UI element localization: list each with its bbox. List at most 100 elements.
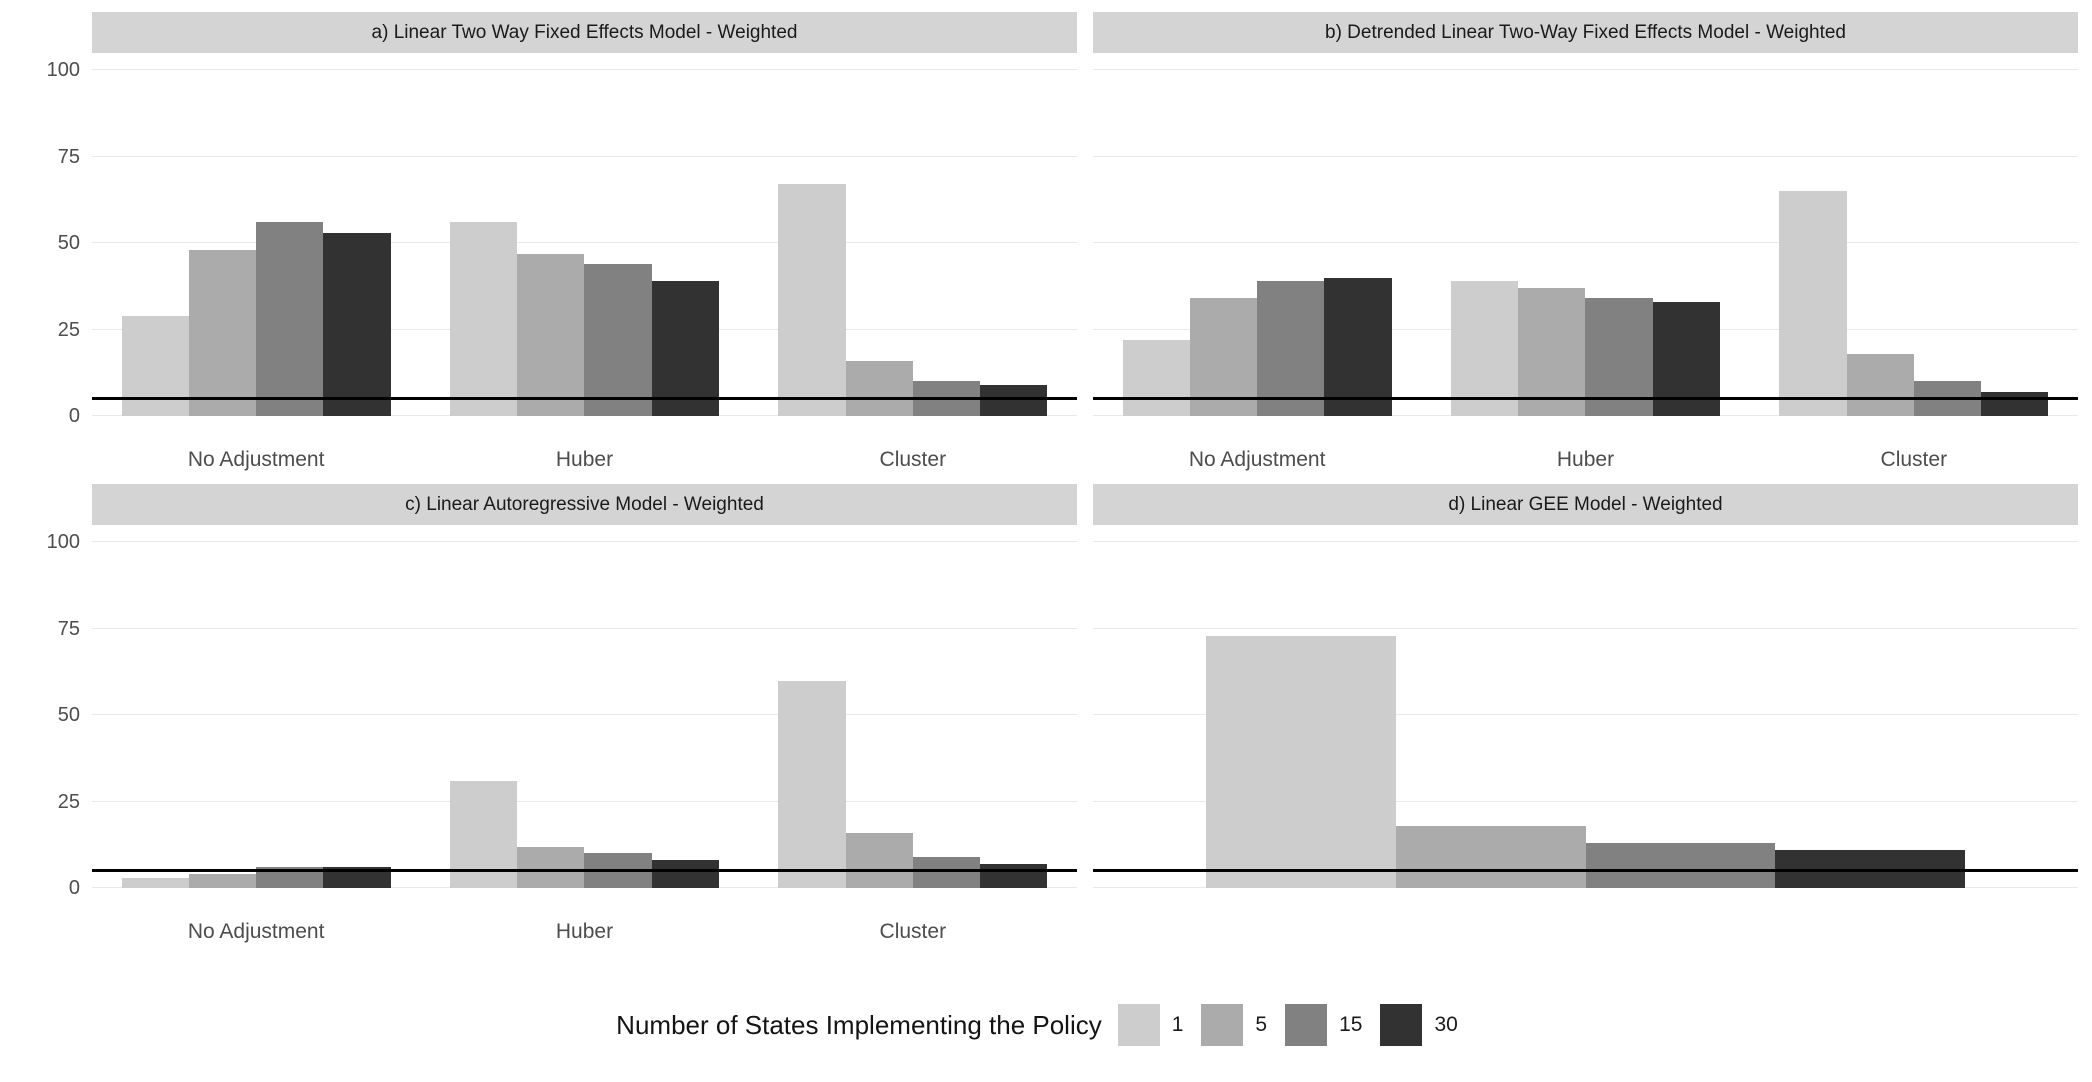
bar-series-1 xyxy=(1206,635,1396,888)
x-axis-category-label: Cluster xyxy=(879,920,947,943)
bar-series-1 xyxy=(778,680,846,888)
bar-series-5 xyxy=(188,874,257,888)
bar-series-5 xyxy=(845,360,913,416)
y-axis-bottom: 0 25 50 75 100 xyxy=(0,484,92,956)
y-axis-top: 0 25 50 75 100 xyxy=(0,12,92,484)
facet-row-bottom: 0 25 50 75 100 c) Linear Autoregressive Mode… xyxy=(0,484,2092,956)
facet-panel-b: b) Detrended Linear Two-Way Fixed Effect… xyxy=(1093,12,2078,484)
bar-series-15 xyxy=(912,856,981,888)
y-axis-tick-label: 0 xyxy=(68,877,80,899)
bar-groups xyxy=(1093,53,2078,416)
bar-series-15 xyxy=(256,222,324,416)
bar-series-1 xyxy=(449,222,518,416)
legend-item: 15 xyxy=(1285,1004,1362,1046)
y-axis-tick-label: 75 xyxy=(57,617,80,640)
legend-label: 5 xyxy=(1255,1013,1268,1036)
bar-series-15 xyxy=(256,867,324,888)
y-axis-tick-labels: 0 25 50 75 100 xyxy=(0,525,80,898)
facet-title: c) Linear Autoregressive Model - Weighte… xyxy=(405,493,764,515)
bar-series-1 xyxy=(1122,339,1190,416)
gridline-y-75 xyxy=(1093,155,2078,157)
y-axis-tick-label: 75 xyxy=(57,145,80,168)
facet-panel-d: d) Linear GEE Model - Weighted xyxy=(1093,484,2078,956)
x-axis-labels: No Adjustment Huber Cluster xyxy=(92,888,1077,956)
bar-group-Huber xyxy=(420,525,748,888)
x-axis-category-label: No Adjustment xyxy=(1188,448,1326,471)
bar-series-15 xyxy=(1257,281,1325,416)
bar-series-5 xyxy=(188,250,257,416)
plot-area xyxy=(92,525,1077,888)
bar-series-30 xyxy=(323,867,391,888)
facet-row-top: 0 25 50 75 100 a) Linear Two Way Fixed Effec… xyxy=(0,12,2092,484)
bar-group-No Adjustment xyxy=(1093,53,1421,416)
bar-groups xyxy=(1093,525,2078,888)
x-axis-labels: No Adjustment Huber Cluster xyxy=(92,416,1077,484)
bar-series-5 xyxy=(1846,353,1914,416)
x-axis-category-label: No Adjustment xyxy=(187,448,325,471)
facet-strip: b) Detrended Linear Two-Way Fixed Effect… xyxy=(1093,12,2078,53)
legend: Number of States Implementing the Policy… xyxy=(0,1004,2092,1046)
x-axis-category-label: Cluster xyxy=(879,448,947,471)
reference-line-5pct xyxy=(1093,868,2078,872)
legend-swatch xyxy=(1380,1004,1423,1046)
bar-series-1 xyxy=(449,780,518,888)
bar-series-30 xyxy=(980,863,1048,888)
legend-label: 30 xyxy=(1434,1013,1458,1036)
y-axis-tick-label: 100 xyxy=(46,59,80,82)
facet-strip: a) Linear Two Way Fixed Effects Model - … xyxy=(92,12,1077,53)
gridline-y-100 xyxy=(92,541,1077,543)
facet-panel-c: c) Linear Autoregressive Model - Weighte… xyxy=(92,484,1077,956)
x-axis-category-label: Huber xyxy=(1556,448,1615,471)
gridline-y-50 xyxy=(92,242,1077,244)
facet-strip: d) Linear GEE Model - Weighted xyxy=(1093,484,2078,525)
gridline-y-50 xyxy=(1093,714,2078,716)
x-axis-category-label: Cluster xyxy=(1880,448,1948,471)
bar-series-1 xyxy=(1779,191,1847,416)
y-axis-tick-label: 0 xyxy=(68,405,80,427)
x-axis-category-label: No Adjustment xyxy=(187,920,325,943)
gridline-y-100 xyxy=(1093,69,2078,71)
legend-swatch xyxy=(1201,1004,1244,1046)
plot-area xyxy=(1093,525,2078,888)
gridline-y-100 xyxy=(1093,541,2078,543)
gridline-y-25 xyxy=(1093,800,2078,802)
gridline-y-25 xyxy=(92,800,1077,802)
bar-series-5 xyxy=(845,832,913,888)
reference-line-5pct xyxy=(92,396,1077,400)
x-axis-category-label: Huber xyxy=(555,448,614,471)
x-axis-labels: No Adjustment Huber Cluster xyxy=(1093,416,2078,484)
bar-series-30 xyxy=(323,232,391,416)
bar-group-single xyxy=(1093,525,2078,888)
bar-series-30 xyxy=(651,860,720,888)
bar-series-1 xyxy=(1450,281,1519,416)
gridline-y-75 xyxy=(92,627,1077,629)
legend-item: 5 xyxy=(1201,1004,1267,1046)
facet-panel-a: a) Linear Two Way Fixed Effects Model - … xyxy=(92,12,1077,484)
facet-title: a) Linear Two Way Fixed Effects Model - … xyxy=(371,21,798,43)
reference-line-5pct xyxy=(1093,396,2078,400)
bar-group-No Adjustment xyxy=(92,53,420,416)
legend-swatch xyxy=(1285,1004,1328,1046)
y-axis-tick-label: 25 xyxy=(57,790,80,813)
bar-series-15 xyxy=(1585,843,1776,888)
reference-line-5pct xyxy=(92,868,1077,872)
legend-swatch xyxy=(1117,1004,1160,1046)
bar-series-15 xyxy=(584,263,652,416)
x-axis-category-label: Huber xyxy=(555,920,614,943)
legend-item: 1 xyxy=(1117,1004,1183,1046)
gridline-y-50 xyxy=(1093,242,2078,244)
gridline-y-100 xyxy=(92,69,1077,71)
bar-series-1 xyxy=(121,315,189,416)
x-axis-labels xyxy=(1093,888,2078,956)
y-axis-tick-label: 50 xyxy=(57,232,80,255)
plot-area xyxy=(1093,53,2078,416)
bar-group-Cluster xyxy=(749,525,1077,888)
bar-group-Cluster xyxy=(1750,53,2078,416)
bar-series-15 xyxy=(1585,298,1653,416)
gridline-y-75 xyxy=(92,155,1077,157)
bar-series-5 xyxy=(517,253,585,416)
bar-series-5 xyxy=(1518,288,1586,416)
gridline-y-75 xyxy=(1093,627,2078,629)
y-axis-tick-labels: 0 25 50 75 100 xyxy=(0,53,80,426)
